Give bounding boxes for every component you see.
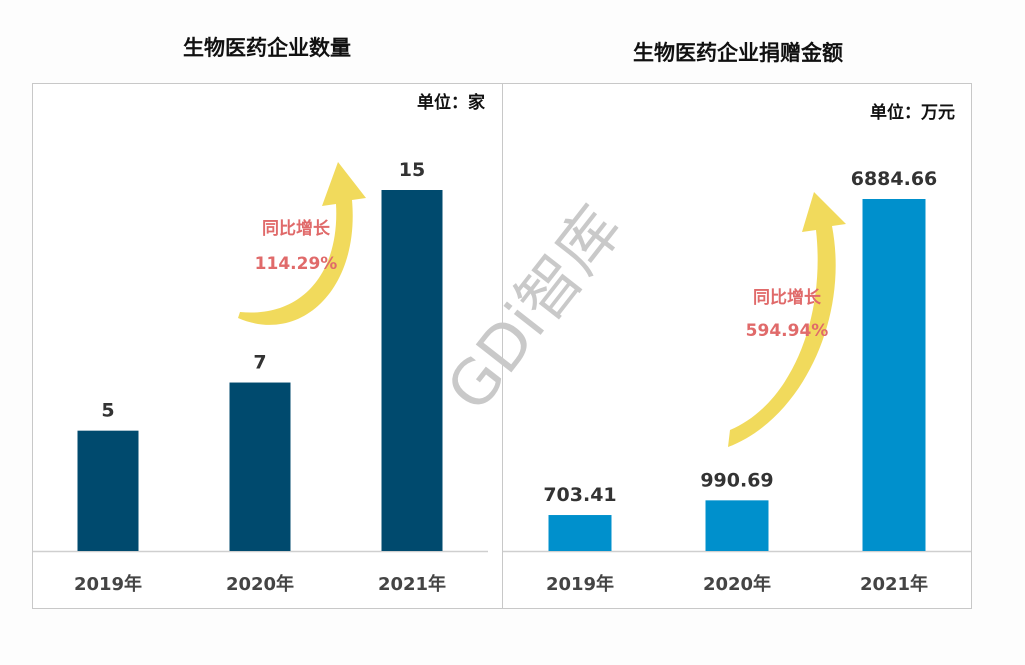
growth-label-right: 同比增长 — [753, 287, 822, 308]
growth-label-left: 同比增长 — [262, 218, 331, 239]
bar-value-label: 6884.66 — [851, 168, 938, 190]
bar-value-label: 5 — [101, 400, 114, 422]
chart-title-right: 生物医药企业捐赠金额 — [633, 41, 843, 65]
bar-2019 — [548, 515, 612, 551]
chart-title-left: 生物医药企业数量 — [183, 36, 351, 60]
growth-arrow-left-icon — [238, 162, 366, 325]
bar-value-label: 703.41 — [543, 484, 616, 506]
bar-2019 — [77, 430, 139, 551]
unit-label-right: 单位：万元 — [870, 102, 955, 123]
bar-2021 — [862, 199, 926, 551]
bar-2021 — [381, 190, 443, 551]
bars-right: 703.41 2019年 990.69 2020年 6884.66 2021年 — [543, 168, 937, 595]
x-tick-label: 2020年 — [226, 573, 294, 595]
x-tick-label: 2021年 — [860, 573, 928, 595]
growth-value-left: 114.29% — [255, 254, 338, 274]
x-tick-label: 2021年 — [378, 573, 446, 595]
bar-value-label: 7 — [253, 352, 266, 374]
x-tick-label: 2020年 — [703, 573, 771, 595]
bar-value-label: 15 — [399, 159, 425, 181]
unit-label-left: 单位：家 — [417, 92, 485, 113]
growth-arrow-right-icon — [728, 192, 846, 447]
x-tick-label: 2019年 — [74, 573, 142, 595]
bar-value-label: 990.69 — [700, 469, 773, 491]
growth-value-right: 594.94% — [746, 321, 829, 341]
bars-left: 5 2019年 7 2020年 15 2021年 — [74, 159, 446, 595]
x-tick-label: 2019年 — [546, 573, 614, 595]
bar-2020 — [705, 500, 769, 551]
bar-2020 — [229, 382, 291, 551]
